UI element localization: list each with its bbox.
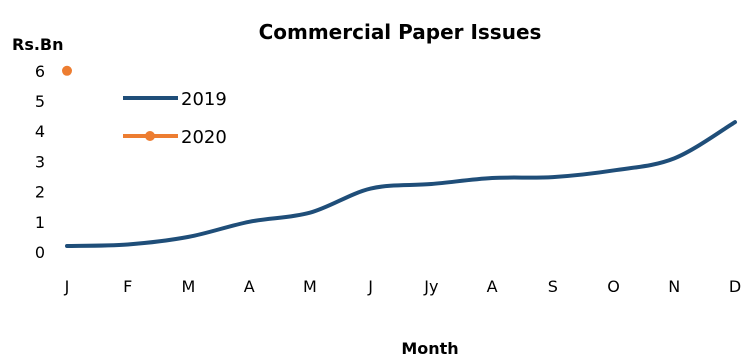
plot-area — [62, 65, 737, 248]
y-axis-ticks: 0 1 2 3 4 5 6 — [35, 62, 45, 262]
x-tick-label: S — [548, 277, 558, 296]
y-tick-label: 5 — [35, 92, 45, 111]
x-tick-label: M — [303, 277, 317, 296]
x-tick-label: F — [123, 277, 132, 296]
x-tick-label: J — [64, 277, 70, 296]
y-tick-label: 1 — [35, 213, 45, 232]
x-tick-label: D — [729, 277, 741, 296]
y-axis-title: Rs.Bn — [12, 35, 64, 54]
x-tick-label: A — [244, 277, 255, 296]
y-tick-label: 0 — [35, 243, 45, 262]
legend-label-2020: 2020 — [181, 127, 227, 148]
legend-label-2019: 2019 — [181, 89, 227, 110]
y-tick-label: 3 — [35, 152, 45, 171]
y-tick-label: 2 — [35, 183, 45, 202]
x-axis-title: Month — [401, 339, 458, 356]
chart-title: Commercial Paper Issues — [259, 20, 542, 44]
y-tick-label: 4 — [35, 122, 45, 141]
x-tick-label: O — [607, 277, 620, 296]
x-axis-ticks: J F M A M J Jy A S O N D — [64, 277, 742, 296]
x-tick-label: J — [367, 277, 373, 296]
series-line-2019 — [65, 120, 737, 248]
x-tick-label: M — [182, 277, 196, 296]
x-tick-label: Jy — [423, 277, 438, 296]
legend-marker-2020 — [145, 131, 155, 141]
x-tick-label: A — [487, 277, 498, 296]
data-point-2020 — [62, 65, 72, 76]
y-tick-label: 6 — [35, 62, 45, 81]
legend: 2019 2020 — [123, 89, 227, 148]
x-tick-label: N — [668, 277, 680, 296]
